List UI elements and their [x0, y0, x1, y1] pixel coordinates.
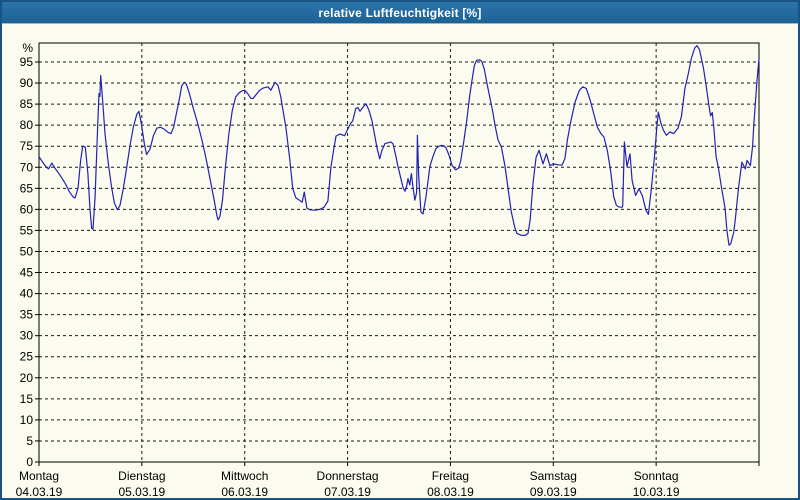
y-tick-label: 35: [20, 308, 34, 322]
day-name-label: Mittwoch: [221, 469, 268, 483]
y-tick-label: 50: [20, 244, 34, 258]
chart-title: relative Luftfeuchtigkeit [%]: [318, 5, 482, 20]
y-tick-label: 95: [20, 55, 34, 69]
y-tick-label: 10: [20, 413, 34, 427]
day-name-label: Samstag: [530, 469, 577, 483]
y-tick-label: 80: [20, 118, 34, 132]
day-name-label: Donnerstag: [317, 469, 379, 483]
day-name-label: Montag: [19, 469, 59, 483]
y-tick-label: 90: [20, 76, 34, 90]
y-tick-label: 75: [20, 139, 34, 153]
y-tick-label: 25: [20, 350, 34, 364]
day-date-label: 05.03.19: [118, 485, 165, 499]
y-tick-label: 5: [26, 434, 33, 448]
humidity-chart: 0 5 10 15 20 25 30 35 40 45 50 55 60 65 70 75 80 85 90 95% M…: [16, 41, 760, 499]
y-tick-label: 85: [20, 97, 34, 111]
y-tick-label: 0: [26, 455, 33, 469]
day-date-label: 06.03.19: [221, 485, 268, 499]
y-tick-label: 40: [20, 287, 34, 301]
y-tick-label: 70: [20, 160, 34, 174]
y-axis-unit-label: %: [22, 41, 33, 55]
y-tick-label: 60: [20, 202, 34, 216]
day-name-label: Sonntag: [634, 469, 679, 483]
y-tick-label: 20: [20, 371, 34, 385]
y-tick-label: 65: [20, 181, 34, 195]
day-date-label: 10.03.19: [633, 485, 680, 499]
day-date-label: 07.03.19: [324, 485, 371, 499]
day-name-label: Freitag: [432, 469, 469, 483]
y-tick-label: 55: [20, 223, 34, 237]
day-date-label: 04.03.19: [16, 485, 63, 499]
y-tick-label: 30: [20, 329, 34, 343]
day-date-label: 08.03.19: [427, 485, 474, 499]
y-tick-label: 15: [20, 392, 34, 406]
series-polyline: [38, 45, 760, 246]
chart-title-bar: relative Luftfeuchtigkeit [%]: [2, 2, 798, 24]
day-date-label: 09.03.19: [530, 485, 577, 499]
day-name-label: Dienstag: [118, 469, 165, 483]
plot-frame: [38, 42, 760, 463]
y-tick-label: 45: [20, 266, 34, 280]
